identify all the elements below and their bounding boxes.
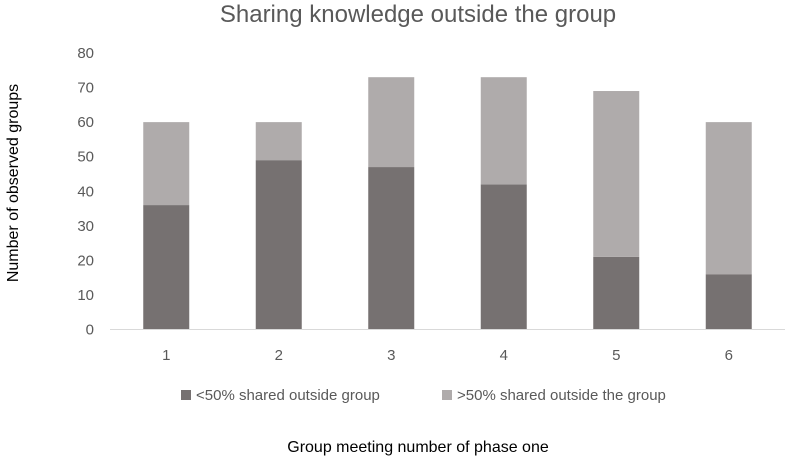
y-tick-label: 60 — [77, 114, 94, 131]
y-tick-label: 70 — [77, 80, 94, 97]
y-tick-label: 0 — [86, 322, 94, 339]
y-tick-label: 20 — [77, 252, 94, 269]
legend-label-below-50: <50% shared outside group — [196, 387, 380, 404]
bar-below-50-6 — [706, 274, 752, 329]
bar-above-50-3 — [368, 77, 414, 167]
y-tick-label: 10 — [77, 287, 94, 304]
x-tick-label: 2 — [275, 347, 283, 364]
legend-swatch-below-50 — [181, 390, 191, 400]
legend-label-above-50: >50% shared outside the group — [457, 387, 666, 404]
y-tick-label: 30 — [77, 218, 94, 235]
y-tick-label: 80 — [77, 45, 94, 62]
y-tick-label: 50 — [77, 149, 94, 166]
x-tick-label: 4 — [500, 347, 508, 364]
x-tick-label: 3 — [387, 347, 395, 364]
bar-above-50-2 — [256, 122, 302, 160]
bars-group — [143, 77, 752, 329]
bar-below-50-5 — [593, 257, 639, 330]
y-tick-label: 40 — [77, 183, 94, 200]
chart-title: Sharing knowledge outside the group — [220, 1, 616, 28]
x-axis-title: Group meeting number of phase one — [287, 439, 549, 456]
x-axis-ticks: 1 2 3 4 5 6 — [162, 347, 733, 364]
bar-above-50-1 — [143, 122, 189, 205]
y-axis-title: Number of observed groups — [5, 84, 22, 282]
bar-below-50-1 — [143, 205, 189, 329]
x-tick-label: 1 — [162, 347, 170, 364]
bar-above-50-6 — [706, 122, 752, 274]
legend: <50% shared outside group >50% shared ou… — [181, 387, 666, 404]
x-tick-label: 5 — [612, 347, 620, 364]
bar-below-50-3 — [368, 167, 414, 329]
legend-swatch-above-50 — [442, 390, 452, 400]
y-axis-ticks: 0 10 20 30 40 50 60 70 80 — [77, 45, 94, 339]
bar-below-50-2 — [256, 160, 302, 329]
x-tick-label: 6 — [725, 347, 733, 364]
bar-below-50-4 — [481, 184, 527, 329]
bar-above-50-4 — [481, 77, 527, 184]
bar-above-50-5 — [593, 91, 639, 257]
